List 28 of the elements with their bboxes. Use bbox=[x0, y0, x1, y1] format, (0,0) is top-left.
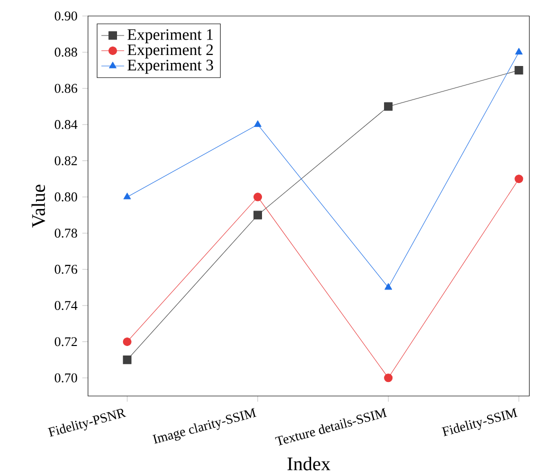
y-tick-label: 0.90 bbox=[54, 11, 78, 21]
y-tick-label: 0.74 bbox=[54, 301, 78, 310]
point bbox=[253, 210, 262, 220]
point bbox=[515, 48, 523, 54]
y-tick-label: 0.82 bbox=[54, 156, 77, 166]
y-tick-label: 0.72 bbox=[54, 337, 77, 346]
point bbox=[384, 283, 392, 290]
x-axis-title: Index bbox=[288, 456, 330, 470]
y-tick-label: 0.70 bbox=[54, 373, 78, 382]
y-axis-title: Value bbox=[32, 184, 46, 228]
y-tick-label: 0.84 bbox=[54, 120, 78, 130]
legend-label: Experiment 3 bbox=[128, 60, 214, 74]
y-tick-label: 0.86 bbox=[54, 84, 78, 93]
point bbox=[514, 174, 524, 184]
y-tick-label: 0.80 bbox=[54, 192, 78, 202]
point bbox=[123, 192, 131, 200]
y-tick-label: 0.88 bbox=[54, 48, 78, 57]
y-tick-label: 0.76 bbox=[54, 264, 78, 274]
point bbox=[384, 374, 393, 382]
y-tick-label: 0.78 bbox=[54, 228, 78, 238]
point bbox=[514, 66, 524, 75]
legend-label: Experiment 2 bbox=[128, 44, 213, 58]
point bbox=[384, 102, 393, 111]
point bbox=[122, 356, 132, 364]
legend-label: Experiment 1 bbox=[128, 29, 213, 44]
point bbox=[254, 120, 262, 127]
point bbox=[122, 337, 132, 346]
point bbox=[253, 192, 262, 202]
